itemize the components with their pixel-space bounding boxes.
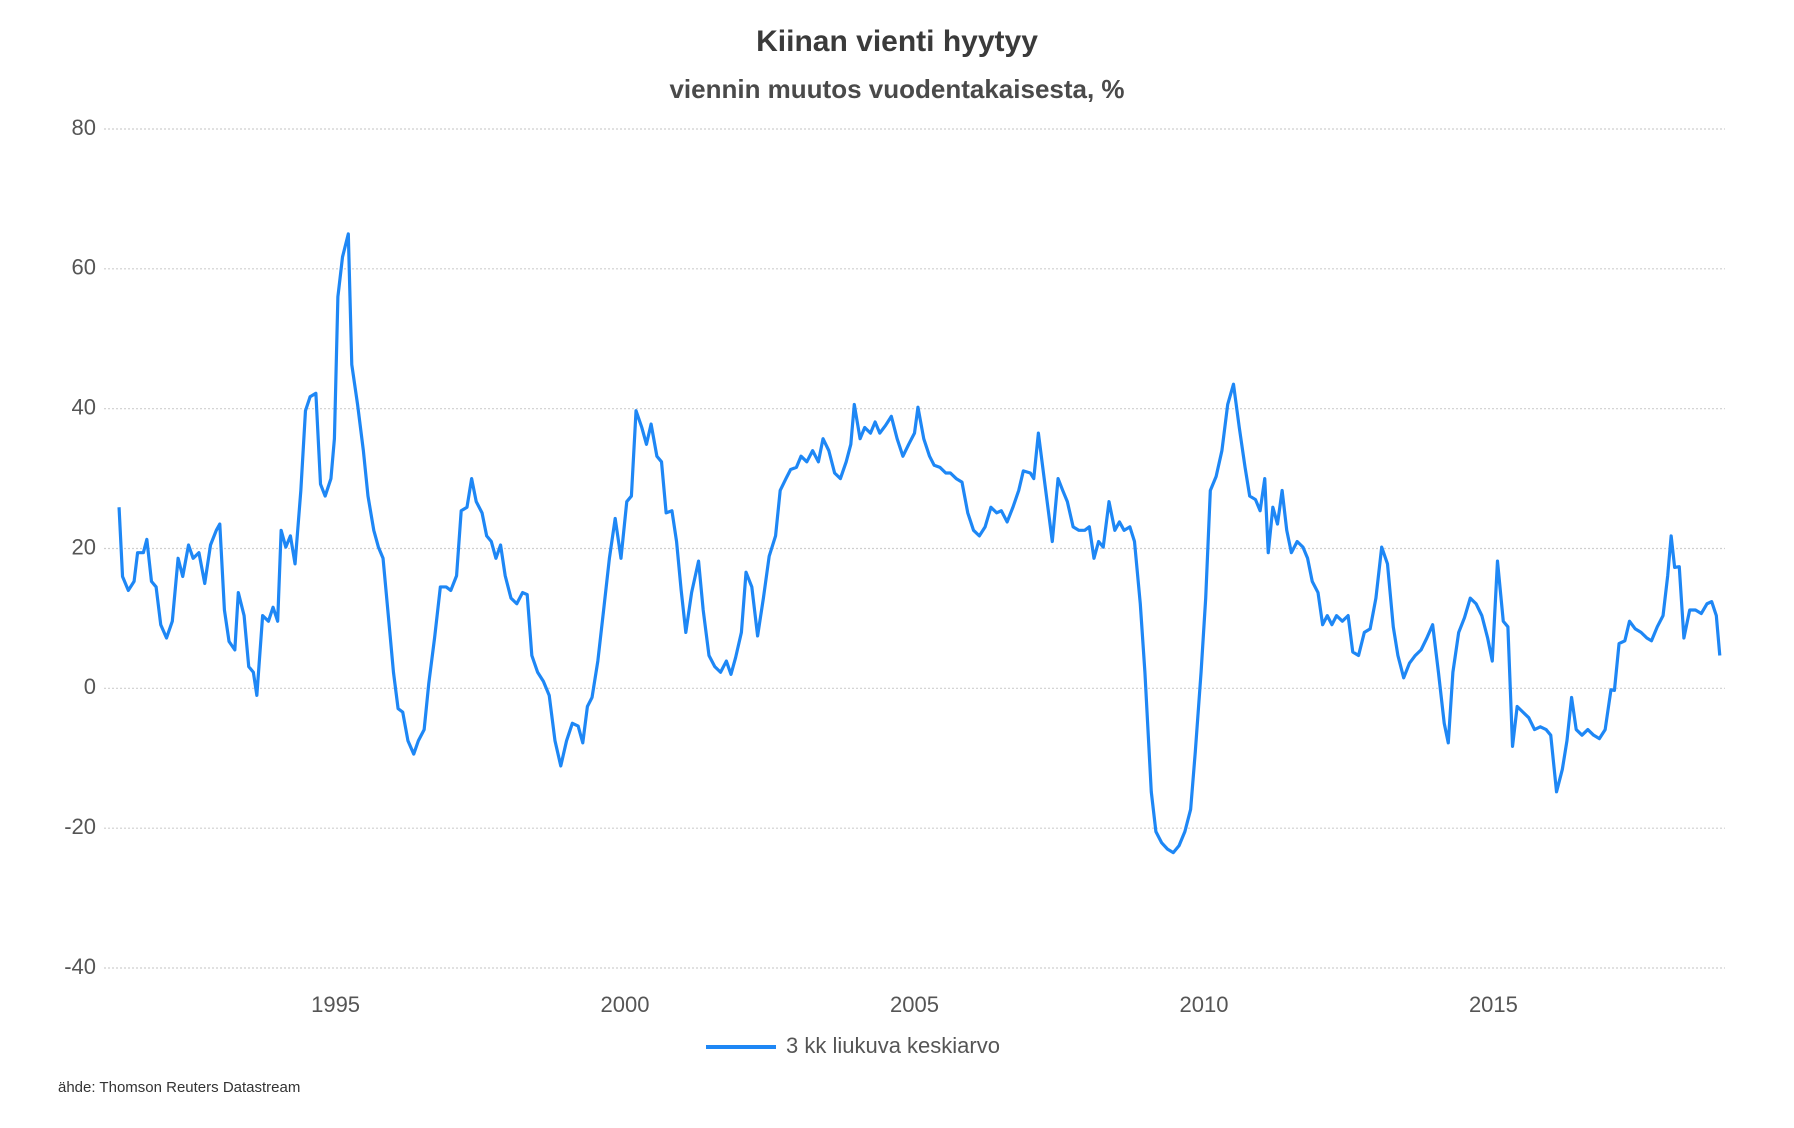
source-note: ähde: Thomson Reuters Datastream bbox=[58, 1079, 300, 1096]
y-tick-label: 20 bbox=[72, 534, 96, 559]
y-tick-label: 80 bbox=[72, 115, 96, 140]
chart-subtitle: viennin muutos vuodentakaisesta, % bbox=[669, 74, 1124, 104]
y-tick-label: -20 bbox=[64, 814, 96, 839]
legend-label: 3 kk liukuva keskiarvo bbox=[786, 1033, 1000, 1058]
y-tick-label: 40 bbox=[72, 394, 96, 419]
x-tick-label: 1995 bbox=[311, 992, 360, 1017]
y-tick-label: 0 bbox=[84, 674, 96, 699]
data-line bbox=[117, 232, 1722, 855]
x-tick-label: 2005 bbox=[890, 992, 939, 1017]
chart-title: Kiinan vienti hyytyy bbox=[756, 25, 1038, 58]
x-tick-label: 2000 bbox=[601, 992, 650, 1017]
y-tick-label: -40 bbox=[64, 954, 96, 979]
x-tick-label: 2015 bbox=[1469, 992, 1518, 1017]
y-tick-label: 60 bbox=[72, 255, 96, 280]
x-tick-label: 2010 bbox=[1179, 992, 1228, 1017]
